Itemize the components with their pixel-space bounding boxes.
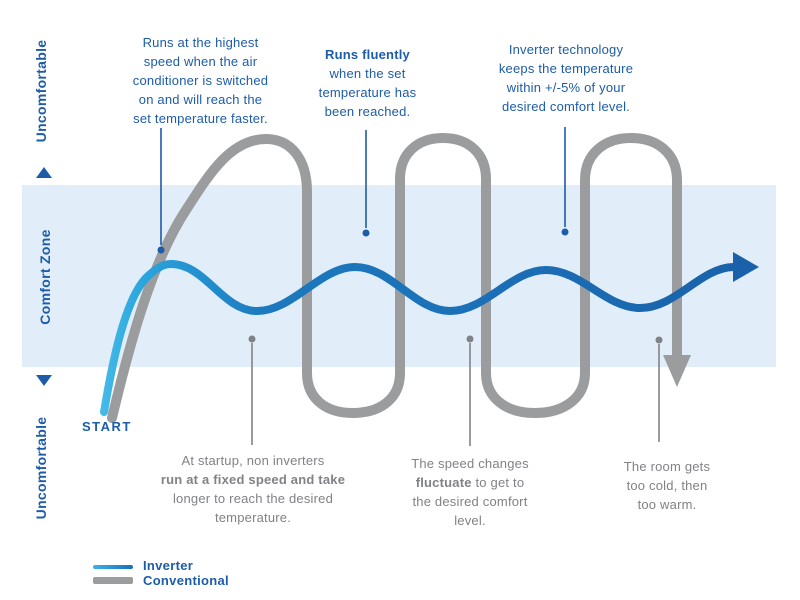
legend-label-inverter: Inverter <box>143 558 194 573</box>
callout-dot-4 <box>248 335 256 343</box>
inverter-curve <box>100 260 740 416</box>
callout-text-room-too-cold: The room gets too cold, then too warm. <box>623 459 711 512</box>
start-label: START <box>82 419 132 434</box>
callout-text-startup-inverter: Runs at the highest speed when the air con… <box>132 35 269 126</box>
legend-conventional-line-swatch <box>93 577 133 584</box>
conventional-down-arrowhead-icon <box>663 355 691 387</box>
inverter-right-arrowhead-icon <box>733 252 759 282</box>
callout-dot-6 <box>655 336 663 344</box>
arrow-down-icon <box>36 375 52 386</box>
legend-label-conventional: Conventional <box>143 573 229 588</box>
callout-text-startup-conventional: At startup, non inverters run at a fixed … <box>160 453 346 525</box>
callout-dot-5 <box>466 335 474 343</box>
conventional-curve <box>107 133 682 423</box>
callout-text-runs-fluently: Runs fluently when the set temperature has… <box>318 47 417 119</box>
callout-text-inverter-technology: Inverter technology keeps the temperature… <box>498 42 634 114</box>
arrow-up-icon <box>36 167 52 178</box>
callout-dot-2 <box>362 229 370 237</box>
callout-dot-1 <box>157 246 165 254</box>
callout-text-speed-changes: The speed changes fluctuate to get to the … <box>411 456 529 528</box>
legend-inverter-line-swatch <box>93 565 133 569</box>
callout-dot-3 <box>561 228 569 236</box>
